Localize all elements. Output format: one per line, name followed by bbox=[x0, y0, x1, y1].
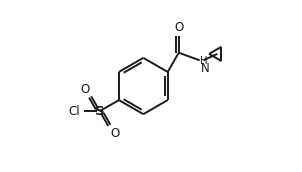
Text: O: O bbox=[174, 21, 183, 34]
Text: O: O bbox=[110, 127, 119, 140]
Text: H: H bbox=[201, 56, 208, 66]
Text: O: O bbox=[80, 83, 89, 95]
Text: S: S bbox=[95, 105, 104, 118]
Text: Cl: Cl bbox=[68, 105, 80, 118]
Text: N: N bbox=[201, 62, 209, 75]
